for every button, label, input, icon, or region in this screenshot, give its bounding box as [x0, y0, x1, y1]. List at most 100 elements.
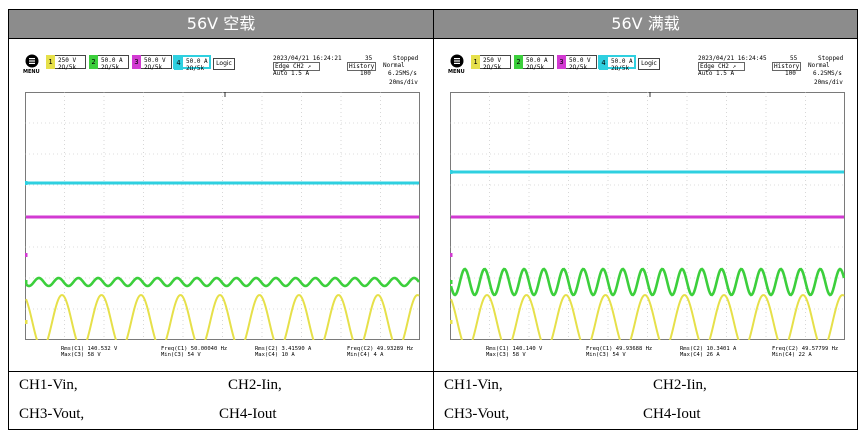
ch2-trace: [450, 267, 845, 297]
ch4-number: 4: [599, 56, 608, 70]
ch1-number: 1: [471, 55, 480, 69]
measurement-1: Rms(C1) 140.532 V Max(C3) 58 V: [61, 346, 117, 358]
ch1-setting[interactable]: 1 250 V 2Ω/5k: [471, 55, 511, 71]
ch4-setting[interactable]: 4 50.0 A 2Ω/5k: [598, 55, 636, 72]
ch3-number: 3: [557, 55, 566, 69]
menu-label: MENU: [23, 69, 40, 75]
meas-rms-c1: Rms(C1) 140.140 V: [486, 346, 543, 352]
oscilloscope-screen-no-load: MENU 1 250 V 2Ω/5k 2 50.0 A 2Ω/5k 3 50.0 V…: [17, 50, 426, 365]
channel-level-marker: [450, 280, 453, 284]
ch3-scale: 50.0 V: [569, 57, 591, 64]
ch1-setting[interactable]: 1 250 V 2Ω/5k: [46, 55, 86, 71]
history-button[interactable]: History: [772, 62, 802, 71]
caption-ch2: CH2-Iin,: [228, 377, 282, 393]
timebase: 20ms/div: [389, 79, 418, 86]
menu-icon: [25, 54, 39, 68]
measurement-4: Freq(C2) 49.57799 Hz Min(C4) 22 A: [772, 346, 838, 358]
header-right: 56V 满载: [434, 10, 857, 38]
measurement-1: Rms(C1) 140.140 V Max(C3) 58 V: [486, 346, 542, 358]
history-count: 100: [785, 70, 796, 77]
ch3-number: 3: [132, 55, 141, 69]
meas-min-c4: Min(C4) 22 A: [772, 352, 812, 358]
channel-level-marker: [25, 253, 28, 257]
meas-min-c3: Min(C3) 54 V: [161, 352, 201, 358]
measurement-3: Rms(C2) 3.41590 A Max(C4) 10 A: [255, 346, 311, 358]
caption-ch4: CH4-Iout: [643, 406, 701, 422]
ch4-trace: [26, 181, 419, 185]
ch1-sub: 2Ω/5k: [483, 64, 502, 71]
ch2-scale: 50.0 A: [526, 57, 548, 64]
measurement-4: Freq(C2) 49.93289 Hz Min(C4) 4 A: [347, 346, 413, 358]
ch2-setting[interactable]: 2 50.0 A 2Ω/5k: [89, 55, 129, 71]
trigger-level: Auto 1.5 A: [698, 70, 735, 77]
ch3-setting[interactable]: 3 50.0 V 2Ω/5k: [557, 55, 597, 71]
meas-rms-c2: Rms(C2) 3.41590 A: [255, 346, 312, 352]
ch2-sub: 2Ω/5k: [101, 64, 120, 71]
ch4-trace: [451, 170, 844, 174]
ch3-trace: [26, 215, 419, 219]
oscilloscope-screen-full-load: MENU 1 250 V 2Ω/5k 2 50.0 A 2Ω/5k 3 50.0 V…: [442, 50, 851, 365]
datetime: 2023/04/21 16:24:21: [273, 55, 342, 62]
meas-rms-c2: Rms(C2) 10.3401 A: [680, 346, 737, 352]
comparison-table: 56V 空载 56V 满载 MENU 1 250 V 2Ω/5k 2 50.0 A…: [8, 9, 858, 430]
caption-ch2: CH2-Iin,: [653, 377, 707, 393]
ch1-number: 1: [46, 55, 55, 69]
channel-level-marker: [450, 253, 453, 257]
sample-rate: 6.25MS/s: [813, 70, 842, 77]
history-count: 100: [360, 70, 371, 77]
trigger-setting[interactable]: Edge CH2 ↗: [273, 62, 321, 71]
waveform-grid: [450, 92, 845, 340]
caption-ch4: CH4-Iout: [219, 406, 277, 422]
meas-freq-c1: Freq(C1) 50.00040 Hz: [161, 346, 228, 352]
ch1-trace: [25, 293, 420, 340]
caption-ch3: CH3-Vout,: [19, 406, 85, 422]
acq-mode: Normal: [808, 62, 830, 69]
meas-max-c3: Max(C3) 58 V: [61, 352, 101, 358]
menu-icon: [450, 54, 464, 68]
caption-ch3: CH3-Vout,: [444, 406, 510, 422]
row-divider-captions: [9, 371, 857, 372]
ch2-scale: 50.0 A: [101, 57, 123, 64]
meas-rms-c1: Rms(C1) 140.532 V: [61, 346, 118, 352]
ch4-sub: 2Ω/5k: [186, 65, 205, 72]
meas-max-c4: Max(C4) 10 A: [255, 352, 295, 358]
ch3-sub: 2Ω/5k: [569, 64, 588, 71]
history-button[interactable]: History: [347, 62, 377, 71]
meas-min-c3: Min(C3) 54 V: [586, 352, 626, 358]
ch2-setting[interactable]: 2 50.0 A 2Ω/5k: [514, 55, 554, 71]
ch1-sub: 2Ω/5k: [58, 64, 77, 71]
ch1-trace: [450, 293, 845, 340]
meas-freq-c2: Freq(C2) 49.57799 Hz: [772, 346, 839, 352]
run-status: Stopped: [393, 55, 419, 62]
ch2-number: 2: [514, 55, 523, 69]
ch4-sub: 2Ω/5k: [611, 65, 630, 72]
ch4-setting[interactable]: 4 50.0 A 2Ω/5k: [173, 55, 211, 72]
ch2-number: 2: [89, 55, 98, 69]
trigger-level: Auto 1.5 A: [273, 70, 310, 77]
menu-button[interactable]: [25, 54, 39, 68]
row-divider-header: [9, 38, 857, 39]
ch3-sub: 2Ω/5k: [144, 64, 163, 71]
timebase: 20ms/div: [814, 79, 843, 86]
ch2-trace: [25, 276, 420, 288]
caption-ch1: CH1-Vin,: [444, 377, 503, 393]
logic-button[interactable]: Logic: [638, 58, 660, 70]
acq-count: 35: [365, 55, 373, 62]
ch4-scale: 50.0 A: [186, 58, 208, 65]
meas-min-c4: Min(C4) 4 A: [347, 352, 384, 358]
sample-rate: 6.25MS/s: [388, 70, 417, 77]
acq-count: 55: [790, 55, 798, 62]
meas-freq-c2: Freq(C2) 49.93289 Hz: [347, 346, 414, 352]
trigger-setting[interactable]: Edge CH2 ↗: [698, 62, 746, 71]
ch1-scale: 250 V: [58, 57, 77, 64]
acq-mode: Normal: [383, 62, 405, 69]
channel-level-marker: [450, 320, 453, 324]
ch4-number: 4: [174, 56, 183, 70]
datetime: 2023/04/21 16:24:45: [698, 55, 767, 62]
meas-max-c3: Max(C3) 58 V: [486, 352, 526, 358]
logic-button[interactable]: Logic: [213, 58, 235, 70]
measurement-2: Freq(C1) 49.93688 Hz Min(C3) 54 V: [586, 346, 652, 358]
menu-button[interactable]: [450, 54, 464, 68]
meas-freq-c1: Freq(C1) 49.93688 Hz: [586, 346, 653, 352]
ch3-setting[interactable]: 3 50.0 V 2Ω/5k: [132, 55, 172, 71]
